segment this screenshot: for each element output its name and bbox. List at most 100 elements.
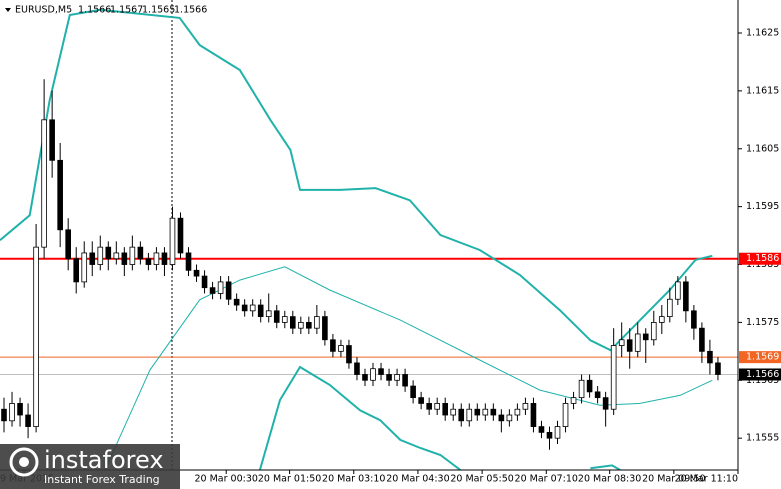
candle-body <box>57 159 63 231</box>
candle-body <box>33 246 39 427</box>
candle-body <box>129 246 136 265</box>
y-tick-label: 1.1605 <box>746 143 779 154</box>
candle-body <box>554 426 561 439</box>
candle-body <box>667 298 673 318</box>
candle-body <box>658 316 665 323</box>
candle-body <box>257 304 264 318</box>
candle-body <box>450 408 457 416</box>
candle-body <box>594 391 601 399</box>
candle-body <box>610 345 617 410</box>
candle-body <box>410 385 416 399</box>
candle-body <box>466 408 473 422</box>
x-tick-label: 20 Mar 01:50 <box>258 474 321 485</box>
candle-body <box>289 316 296 329</box>
level-label: 1.1586 <box>746 253 779 264</box>
candle-body <box>49 119 55 161</box>
candle-body <box>578 379 585 399</box>
logo-tagline: Instant Forex Trading <box>44 473 160 486</box>
candle-body <box>538 426 545 433</box>
candle-body <box>514 408 521 416</box>
candle-body <box>618 339 625 346</box>
candle-body <box>490 408 497 416</box>
candle-body <box>65 229 71 260</box>
candle-body <box>281 316 288 323</box>
candle-body <box>402 374 408 387</box>
candle-body <box>458 408 465 422</box>
candle-body <box>642 333 649 341</box>
candle-body <box>562 403 569 427</box>
candle-body <box>634 333 641 352</box>
candle-body <box>683 281 689 312</box>
header-price: 1.1566 <box>174 5 207 16</box>
candle-body <box>193 269 200 277</box>
header-price: 1.1566 <box>78 5 111 16</box>
candle-body <box>185 252 192 271</box>
candle-body <box>442 403 449 416</box>
candle-body <box>322 316 328 341</box>
candle-body <box>362 374 368 381</box>
logo-name: instaforex <box>44 446 164 474</box>
candle-body <box>25 414 31 427</box>
candle-body <box>707 350 713 364</box>
candle-body <box>113 252 120 260</box>
candle-body <box>153 252 160 265</box>
candle-body <box>370 368 376 381</box>
x-tick-label: 20 Mar 05:50 <box>450 474 513 485</box>
candle-body <box>330 339 336 352</box>
candle-body <box>233 298 240 306</box>
candle-body <box>691 310 697 329</box>
level-label-box <box>739 252 781 265</box>
candle-body <box>522 403 529 410</box>
candle-body <box>177 217 184 254</box>
candle-body <box>602 397 609 410</box>
logo-icon-dot <box>19 457 29 467</box>
candle-body <box>169 217 176 265</box>
candle-body <box>161 252 168 265</box>
x-tick-label: 20 Mar 04:30 <box>386 474 449 485</box>
candle-body <box>225 281 232 300</box>
y-tick-label: 1.1625 <box>746 27 779 38</box>
band-line <box>258 365 621 470</box>
candle-body <box>241 304 248 312</box>
candle-body <box>546 431 553 439</box>
band-line <box>104 266 713 470</box>
y-tick-label: 1.1595 <box>746 201 779 212</box>
candle-body <box>41 119 47 248</box>
candle-body <box>426 403 432 410</box>
candle-body <box>586 379 593 393</box>
candle-body <box>715 362 721 375</box>
level-label: 1.1566 <box>746 369 779 380</box>
candle-body <box>338 345 344 352</box>
candle-body <box>530 403 537 427</box>
x-tick-label: 20 Mar 09:50 <box>642 474 705 485</box>
y-tick-label: 1.1575 <box>746 317 779 328</box>
candle-body <box>73 258 80 283</box>
candle-body <box>17 403 23 416</box>
candle-body <box>418 397 424 404</box>
candle-body <box>699 327 705 352</box>
candle-body <box>273 310 280 323</box>
candle-body <box>298 322 304 329</box>
candle-body <box>650 322 657 341</box>
candle-body <box>81 252 88 283</box>
header-price: 1.1565 <box>142 5 175 16</box>
plot-area <box>0 0 738 470</box>
y-tick-label: 1.1615 <box>746 85 779 96</box>
logo-icon <box>9 447 39 477</box>
level-label-box <box>739 351 781 364</box>
candle-body <box>137 246 144 260</box>
header-price: 1.1567 <box>110 5 143 16</box>
candle-body <box>97 246 104 265</box>
candle-body <box>354 362 360 375</box>
candle-body <box>209 287 216 294</box>
candle-body <box>9 403 15 422</box>
candle-body <box>121 252 128 265</box>
level-label-box <box>739 368 781 381</box>
symbol: EURUSD,M5 <box>15 5 72 16</box>
candle-body <box>145 258 152 265</box>
x-tick-label: 20 Mar 03:10 <box>322 474 385 485</box>
candle-body <box>498 414 505 422</box>
